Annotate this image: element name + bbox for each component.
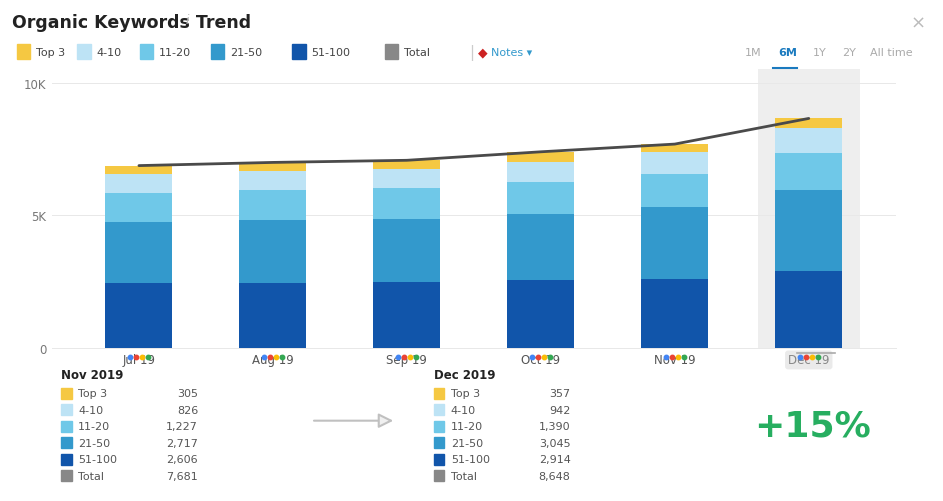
FancyArrowPatch shape: [314, 415, 391, 427]
Bar: [507, 152, 574, 162]
Bar: [775, 129, 842, 154]
Text: 826: 826: [176, 405, 198, 415]
Bar: [641, 207, 708, 279]
Bar: [507, 214, 574, 281]
Bar: [641, 153, 708, 175]
Bar: [641, 279, 708, 348]
Text: 1,227: 1,227: [166, 421, 198, 431]
Text: 7,681: 7,681: [166, 471, 198, 481]
Bar: [775, 190, 842, 271]
Bar: [775, 271, 842, 348]
Text: 21-50: 21-50: [230, 48, 262, 58]
Bar: [106, 193, 173, 222]
Text: Top 3: Top 3: [451, 388, 480, 398]
Text: |: |: [470, 45, 474, 61]
Text: 4-10: 4-10: [451, 405, 476, 415]
Text: 51-100: 51-100: [311, 48, 350, 58]
Bar: [240, 221, 306, 283]
Text: 3,045: 3,045: [538, 438, 571, 448]
Text: 21-50: 21-50: [78, 438, 110, 448]
Bar: [775, 119, 842, 129]
Text: 942: 942: [549, 405, 571, 415]
Text: 6M: 6M: [778, 48, 797, 58]
Bar: [641, 175, 708, 207]
Bar: [758, 70, 860, 348]
Text: 11-20: 11-20: [78, 421, 110, 431]
Text: 11-20: 11-20: [451, 421, 483, 431]
Bar: [641, 145, 708, 153]
Text: 11-20: 11-20: [158, 48, 190, 58]
Text: 1M: 1M: [745, 48, 762, 58]
Text: All time: All time: [870, 48, 913, 58]
Text: Total: Total: [451, 471, 477, 481]
Bar: [240, 163, 306, 172]
Bar: [507, 183, 574, 214]
Bar: [373, 283, 440, 348]
Text: 305: 305: [177, 388, 198, 398]
Text: 51-100: 51-100: [451, 454, 489, 464]
Text: Total: Total: [78, 471, 105, 481]
Bar: [240, 191, 306, 221]
Bar: [106, 175, 173, 193]
Bar: [373, 169, 440, 189]
Text: 4-10: 4-10: [78, 405, 104, 415]
Text: 2Y: 2Y: [842, 48, 856, 58]
Bar: [507, 281, 574, 348]
Text: Dec 2019: Dec 2019: [434, 368, 495, 381]
Text: 4-10: 4-10: [96, 48, 122, 58]
Bar: [106, 222, 173, 283]
Text: 2,914: 2,914: [538, 454, 571, 464]
Bar: [373, 189, 440, 219]
Text: Top 3: Top 3: [78, 388, 108, 398]
Text: +15%: +15%: [754, 409, 871, 443]
Bar: [373, 219, 440, 283]
Text: 21-50: 21-50: [451, 438, 483, 448]
Text: 8,648: 8,648: [538, 471, 571, 481]
Text: Top 3: Top 3: [36, 48, 65, 58]
Bar: [240, 283, 306, 348]
Bar: [373, 161, 440, 169]
Text: Total: Total: [404, 48, 430, 58]
Bar: [240, 172, 306, 191]
Bar: [106, 166, 173, 175]
Bar: [775, 154, 842, 190]
Bar: [106, 283, 173, 348]
Text: ×: ×: [911, 14, 926, 32]
Text: 357: 357: [550, 388, 571, 398]
Text: 2,606: 2,606: [166, 454, 198, 464]
Text: 2,717: 2,717: [166, 438, 198, 448]
Text: ◆: ◆: [478, 46, 488, 59]
Text: Nov 2019: Nov 2019: [61, 368, 124, 381]
Text: 51-100: 51-100: [78, 454, 117, 464]
Text: Notes ▾: Notes ▾: [491, 48, 533, 58]
Text: Organic Keywords Trend: Organic Keywords Trend: [12, 14, 252, 32]
Text: 1,390: 1,390: [538, 421, 571, 431]
Text: 1Y: 1Y: [813, 48, 827, 58]
Bar: [507, 162, 574, 183]
Text: i: i: [186, 14, 190, 27]
